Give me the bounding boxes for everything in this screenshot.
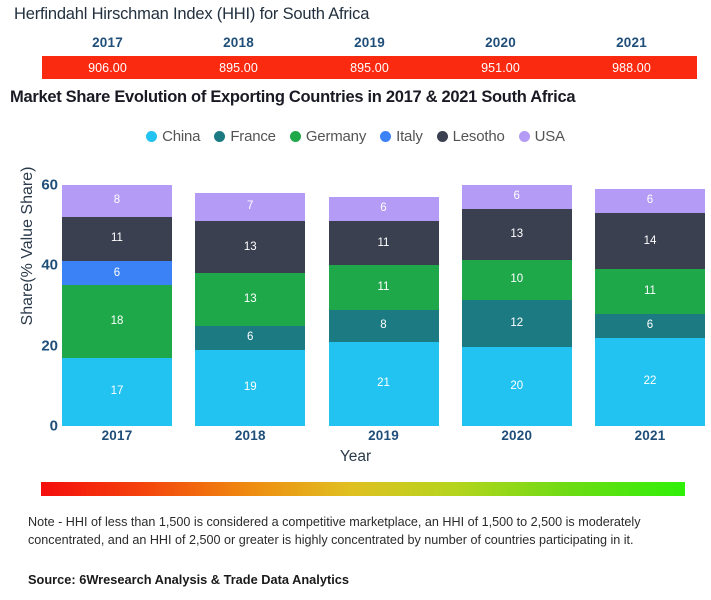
bar-segment-lesotho-2020[interactable]: 13 [461, 208, 572, 261]
bar-segment-usa-2018[interactable]: 7 [195, 193, 306, 222]
bar-segment-germany-2017[interactable]: 18 [62, 285, 172, 358]
y-axis-ticks: 0 20 40 60 [8, 177, 58, 435]
y-tick-60: 60 [41, 176, 58, 194]
bar-segment-france-2020[interactable]: 12 [461, 299, 572, 347]
legend-item-usa[interactable]: USA [518, 128, 565, 145]
bar-column-2020[interactable]: 6 13 10 12 20 2020 [461, 185, 572, 443]
legend-label: Italy [396, 128, 423, 145]
hhi-table: 2017 2018 2019 2020 2021 906.00 895.00 895.00 9… [42, 31, 697, 79]
bar-segment-lesotho-2021[interactable]: 14 [595, 213, 705, 270]
legend-item-italy[interactable]: Italy [380, 128, 423, 145]
y-tick-20: 20 [41, 337, 58, 355]
legend-label: Germany [305, 128, 367, 145]
hhi-year-header-row: 2017 2018 2019 2020 2021 [42, 31, 697, 53]
hhi-year-2019: 2019 [354, 34, 385, 50]
hhi-year-2017: 2017 [92, 34, 123, 50]
stacked-bar-group: 8 11 6 18 17 2017 7 13 13 6 19 2018 6 11 11 8 21 2019 6 13 1… [62, 185, 705, 443]
bar-segment-usa-2017[interactable]: 8 [62, 185, 172, 218]
hhi-gradient-scale [41, 482, 685, 496]
legend-swatch-icon [146, 131, 158, 142]
legend-item-germany[interactable]: Germany [289, 128, 367, 145]
hhi-title: Herfindahl Hirschman Index (HHI) for Sou… [14, 5, 370, 23]
legend-item-lesotho[interactable]: Lesotho [436, 128, 505, 145]
bar-segment-france-2019[interactable]: 8 [328, 309, 439, 342]
bar-column-2017[interactable]: 8 11 6 18 17 2017 [62, 185, 172, 443]
chart-legend: China France Germany Italy Lesotho USA [0, 128, 711, 145]
bar-segment-germany-2018[interactable]: 13 [195, 273, 306, 326]
bar-segment-germany-2019[interactable]: 11 [328, 265, 439, 310]
legend-swatch-icon [436, 131, 448, 142]
hhi-year-2021: 2021 [616, 34, 647, 50]
bar-segment-germany-2021[interactable]: 11 [595, 269, 705, 314]
bar-segment-italy-2017[interactable]: 6 [62, 261, 172, 286]
legend-label: China [162, 128, 201, 145]
chart-title: Market Share Evolution of Exporting Coun… [10, 88, 576, 106]
bar-segment-usa-2019[interactable]: 6 [328, 197, 439, 222]
hhi-year-2018: 2018 [223, 34, 254, 50]
x-tick-2017: 2017 [101, 428, 133, 443]
x-axis-label: Year [339, 448, 372, 465]
hhi-value-2019: 895.00 [350, 60, 389, 75]
x-tick-2018: 2018 [234, 428, 266, 443]
hhi-value-row: 906.00 895.00 895.00 951.00 988.00 [42, 56, 697, 79]
legend-item-france[interactable]: France [214, 128, 276, 145]
y-tick-40: 40 [41, 256, 58, 274]
bar-column-2021[interactable]: 6 14 11 6 22 2021 [595, 185, 705, 443]
footer-note: Note - HHI of less than 1,500 is conside… [28, 515, 641, 547]
x-tick-2021: 2021 [634, 428, 666, 443]
bar-segment-usa-2020[interactable]: 6 [461, 185, 572, 209]
bar-segment-france-2018[interactable]: 6 [195, 325, 306, 350]
bar-segment-lesotho-2019[interactable]: 11 [328, 221, 439, 266]
bar-segment-china-2017[interactable]: 17 [62, 357, 172, 426]
footer-source: Source: 6Wresearch Analysis & Trade Data… [28, 572, 350, 587]
legend-swatch-icon [518, 131, 530, 142]
bar-segment-france-2021[interactable]: 6 [595, 313, 705, 338]
legend-label: USA [534, 128, 565, 145]
legend-item-china[interactable]: China [146, 128, 201, 145]
bar-segment-china-2021[interactable]: 22 [595, 337, 705, 426]
bar-segment-china-2020[interactable]: 20 [461, 346, 572, 426]
hhi-value-2017: 906.00 [88, 60, 127, 75]
legend-swatch-icon [380, 131, 392, 142]
hhi-value-2020: 951.00 [481, 60, 520, 75]
legend-swatch-icon [214, 131, 226, 142]
bar-segment-china-2018[interactable]: 19 [195, 349, 306, 426]
x-tick-2020: 2020 [501, 428, 533, 443]
bar-segment-germany-2020[interactable]: 10 [461, 260, 572, 300]
bar-column-2019[interactable]: 6 11 11 8 21 2019 [328, 185, 439, 443]
bar-segment-lesotho-2017[interactable]: 11 [62, 217, 172, 262]
hhi-value-2021: 988.00 [612, 60, 651, 75]
bar-segment-usa-2021[interactable]: 6 [595, 189, 705, 214]
chart-plot-area: Share(% Value Share) 0 20 40 60 8 11 6 18 17 201… [0, 167, 711, 443]
x-tick-2019: 2019 [368, 428, 399, 443]
bar-column-2018[interactable]: 7 13 13 6 19 2018 [195, 185, 306, 443]
hhi-value-2018: 895.00 [219, 60, 258, 75]
y-tick-0: 0 [49, 417, 58, 435]
hhi-year-2020: 2020 [485, 34, 516, 50]
bar-segment-lesotho-2018[interactable]: 13 [195, 221, 306, 274]
bar-segment-china-2019[interactable]: 21 [328, 341, 439, 426]
legend-swatch-icon [289, 131, 301, 142]
legend-label: Lesotho [452, 128, 505, 145]
legend-label: France [230, 128, 276, 145]
